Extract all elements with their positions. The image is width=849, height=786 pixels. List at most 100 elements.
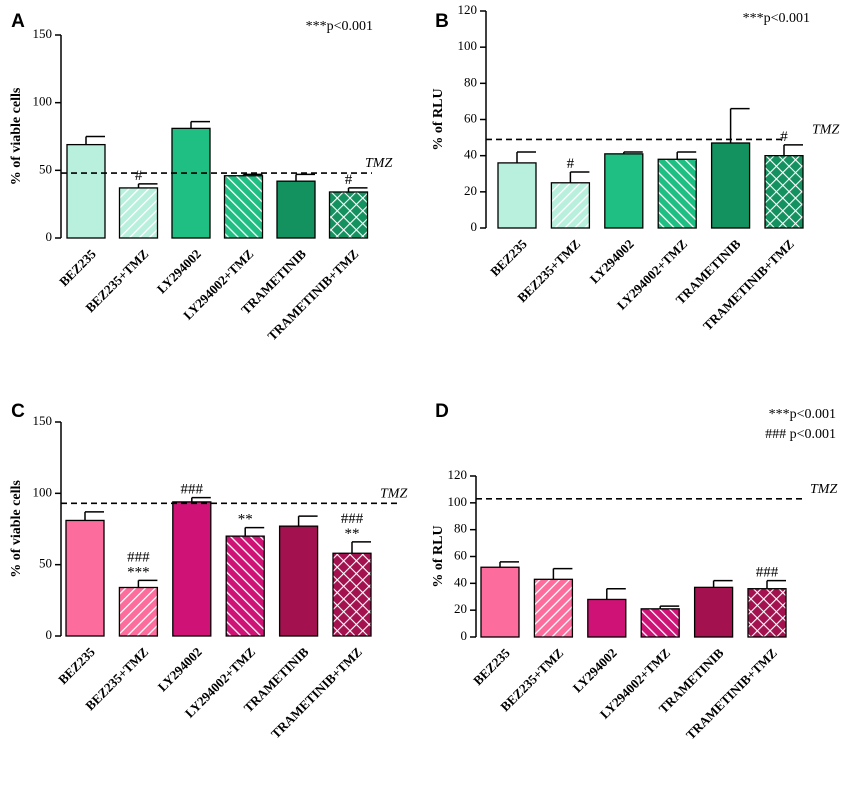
y-tick-label: 150 <box>33 413 53 428</box>
x-tick-label: TRAMETINIB+TMZ <box>268 644 365 741</box>
bar <box>118 586 159 637</box>
significance-line: ** <box>238 512 253 528</box>
y-tick-label: 50 <box>39 161 52 176</box>
bar <box>533 578 574 638</box>
bar <box>276 180 316 239</box>
y-tick-label: 0 <box>46 229 53 244</box>
x-tick-label: BEZ235 <box>55 644 98 687</box>
bar <box>171 127 211 239</box>
y-axis-label: % of viable cells <box>9 87 24 185</box>
bar <box>278 525 319 637</box>
panel-label: D <box>435 401 449 422</box>
y-tick-label: 20 <box>464 183 477 198</box>
x-tick-label: BEZ235 <box>487 236 530 279</box>
significance-line: # <box>780 129 788 145</box>
x-tick-label: LY294002 <box>587 236 637 286</box>
x-tick-label: TRAMETINIB+TMZ <box>700 236 797 333</box>
bar <box>497 162 537 229</box>
y-axis-label: % of RLU <box>431 525 446 587</box>
significance-line: ### <box>127 549 150 565</box>
annotation: ***p<0.001 <box>743 11 810 26</box>
x-tick-label: TRAMETINIB+TMZ <box>264 246 361 343</box>
bar <box>550 182 591 229</box>
panel-label: C <box>11 401 25 422</box>
significance-label: ### ** <box>341 511 364 542</box>
y-tick-label: 100 <box>448 494 468 509</box>
significance-label: ### <box>756 565 779 581</box>
significance-line: # <box>345 172 353 188</box>
bar <box>693 586 734 638</box>
reference-line-label: TMZ <box>380 486 407 501</box>
significance-label: # <box>780 129 788 145</box>
significance-line: ** <box>345 526 360 542</box>
y-tick-label: 40 <box>464 147 477 162</box>
reference-line-label: TMZ <box>810 482 837 497</box>
bar <box>225 535 265 637</box>
bar <box>118 187 159 239</box>
annotation: ### p<0.001 <box>765 427 836 442</box>
significance-label: ### *** <box>127 549 150 580</box>
y-tick-label: 100 <box>33 94 53 109</box>
panel-label: B <box>435 11 449 32</box>
x-tick-label: BEZ235 <box>470 645 513 688</box>
bar <box>640 608 680 638</box>
y-tick-label: 40 <box>454 574 467 589</box>
bar <box>710 142 751 229</box>
significance-line: ### <box>181 482 204 498</box>
x-tick-label: LY294002 <box>155 644 205 694</box>
y-tick-label: 100 <box>458 38 478 53</box>
y-tick-label: 100 <box>33 484 53 499</box>
x-tick-label: BEZ235 <box>56 246 99 289</box>
y-tick-label: 60 <box>464 110 477 125</box>
bar <box>764 155 804 229</box>
significance-label: ** <box>238 512 253 528</box>
bar <box>747 588 787 638</box>
bar <box>332 552 372 637</box>
y-axis-label: % of viable cells <box>9 480 24 578</box>
significance-line: ### <box>341 511 364 527</box>
bar <box>587 598 627 638</box>
bar <box>172 501 212 637</box>
significance-line: *** <box>127 564 150 580</box>
y-tick-label: 120 <box>448 467 468 482</box>
x-tick-label: LY294002 <box>570 645 620 695</box>
bar <box>66 143 106 239</box>
y-tick-label: 50 <box>39 556 52 571</box>
panels: A 0 50 100 150 % of viable cells BEZ235 # BEZ235… <box>9 2 839 742</box>
bar <box>604 153 644 229</box>
bar <box>480 566 520 638</box>
reference-line-label: TMZ <box>365 156 392 171</box>
y-tick-label: 0 <box>46 627 53 642</box>
significance-label: # <box>345 172 353 188</box>
y-tick-label: 80 <box>454 521 467 536</box>
significance-label: ### <box>181 482 204 498</box>
annotation: ***p<0.001 <box>769 407 836 422</box>
bar <box>328 191 369 239</box>
y-tick-label: 60 <box>454 547 467 562</box>
bar <box>657 158 697 229</box>
annotation: ***p<0.001 <box>306 19 373 34</box>
y-tick-label: 0 <box>461 628 468 643</box>
bar <box>223 175 264 239</box>
y-tick-label: 20 <box>454 601 467 616</box>
x-tick-label: TRAMETINIB+TMZ <box>683 645 780 742</box>
y-tick-label: 80 <box>464 74 477 89</box>
significance-line: ### <box>756 565 779 581</box>
panel-label: A <box>11 11 25 32</box>
y-tick-label: 150 <box>33 26 53 41</box>
significance-label: # <box>567 156 575 172</box>
y-tick-label: 0 <box>471 219 478 234</box>
reference-line-label: TMZ <box>812 122 839 137</box>
significance-line: # <box>567 156 575 172</box>
y-axis-label: % of RLU <box>431 88 446 150</box>
significance-line: # <box>135 168 143 184</box>
bar <box>65 519 105 637</box>
y-tick-label: 120 <box>458 2 478 17</box>
x-tick-label: LY294002 <box>154 246 204 296</box>
significance-label: # <box>135 168 143 184</box>
